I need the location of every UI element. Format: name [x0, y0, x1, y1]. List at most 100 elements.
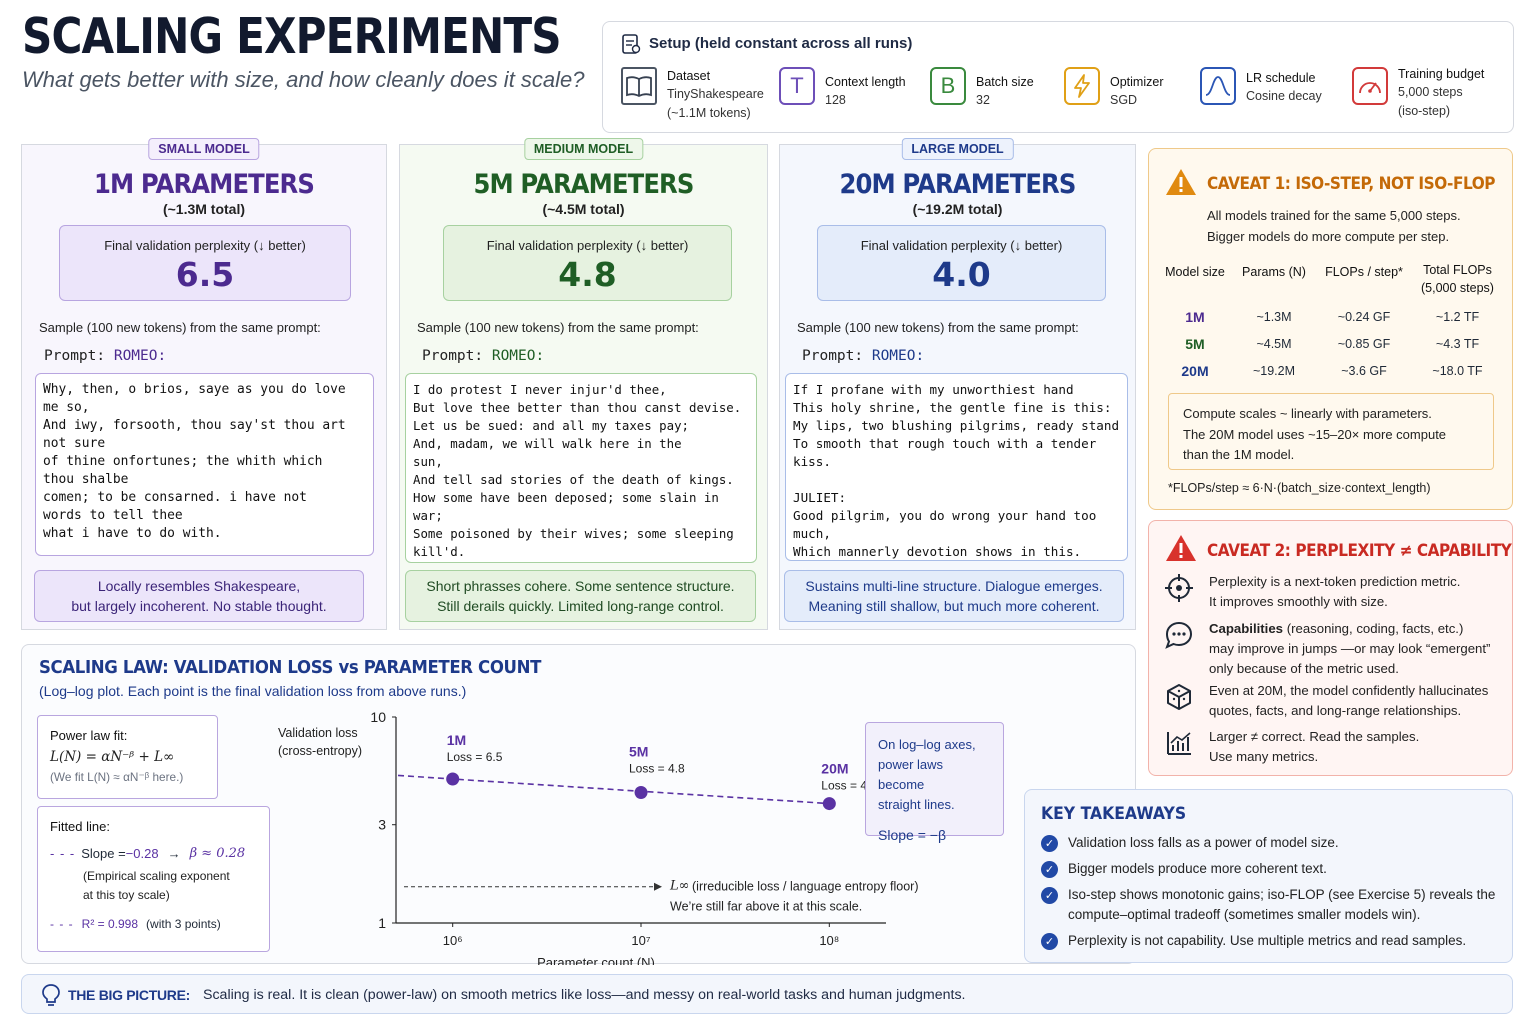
x-axis-label: Parameter count (N)	[537, 955, 655, 965]
prompt-value: ROMEO:	[871, 348, 925, 364]
table-row: 1M ~1.3M ~0.24 GF ~1.2 TF	[1159, 303, 1504, 330]
caveat-2-text: Even at 20M, the model confidently hallu…	[1209, 683, 1489, 698]
prompt-label: Prompt:	[44, 348, 106, 364]
loglog-slope: Slope = −β	[878, 827, 946, 843]
perplexity-value: 4.0	[932, 255, 991, 294]
lightbulb-icon	[42, 984, 60, 1006]
sample-label: Sample (100 new tokens) from the same pr…	[417, 320, 699, 335]
entropy-floor-symbol: L∞	[669, 879, 689, 894]
setup-value: 5,000 steps	[1398, 85, 1463, 99]
model-total: (~1.3M total)	[162, 201, 246, 217]
dash-legend-icon: - - -	[50, 917, 74, 931]
scaling-law-chart: Validation loss (cross-entropy) 10 3 1 10⁶ 10⁷…	[278, 709, 919, 965]
setup-item-context: T Context length 128	[779, 67, 906, 110]
setup-title: Setup (held constant across all runs)	[649, 35, 913, 52]
caveat-2-text-rest: (reasoning, coding, facts, etc.)	[1283, 621, 1464, 636]
prompt-line: Prompt: ROMEO:	[422, 348, 544, 364]
gauge-icon	[1352, 67, 1388, 105]
setup-value: TinyShakespeare	[667, 87, 764, 101]
big-picture-label: THE BIG PICTURE:	[68, 987, 190, 1003]
data-point-caption: Loss = 4.8	[629, 762, 685, 776]
data-point	[446, 772, 460, 786]
sample-text: I do protest I never injur'd thee, But l…	[405, 373, 757, 563]
compute-note-line: Compute scales ~ linearly with parameter…	[1183, 406, 1432, 421]
model-total: (~19.2M total)	[912, 201, 1003, 217]
data-point-label: 5M	[629, 744, 648, 760]
setup-item-batch: B Batch size 32	[930, 67, 1034, 110]
table-cell: ~0.24 GF	[1337, 309, 1391, 324]
model-name: 20M PARAMETERS	[839, 169, 1077, 200]
table-cell: ~18.0 TF	[1432, 363, 1483, 378]
model-tag: LARGE MODEL	[901, 138, 1014, 160]
table-cell: 5M	[1185, 335, 1205, 352]
perplexity-box: Final validation perplexity (↓ better) 4…	[817, 225, 1106, 301]
sample-label: Sample (100 new tokens) from the same pr…	[797, 320, 1079, 335]
y-axis-label: Validation loss	[278, 726, 358, 740]
model-tag: SMALL MODEL	[148, 138, 260, 160]
table-header-cell: Total FLOPs (5,000 steps)	[1411, 261, 1504, 297]
takeaway-item: ✓ Validation loss falls as a power of mod…	[1041, 833, 1339, 853]
check-icon: ✓	[1041, 861, 1058, 878]
sample-label: Sample (100 new tokens) from the same pr…	[39, 320, 321, 335]
prompt-label: Prompt:	[422, 348, 484, 364]
model-tag: MEDIUM MODEL	[523, 138, 644, 160]
model-note-line: Sustains multi-line structure. Dialogue …	[805, 578, 1103, 594]
sample-text: Why, then, o brios, saye as you do love …	[35, 373, 374, 556]
lightning-icon	[1064, 67, 1100, 105]
fit-note: (We fit L(N) ≈ αN⁻ᵝ here.)	[50, 770, 184, 784]
scaling-law-panel: SCALING LAW: VALIDATION LOSS vs PARAMETE…	[21, 644, 1136, 965]
loglog-note-box: On log–log axes, power laws become strai…	[865, 722, 1004, 843]
check-icon: ✓	[1041, 887, 1058, 904]
caveat-2-item: Capabilities (reasoning, coding, facts, …	[1163, 619, 1490, 679]
caveat-2-text: only because of the metric used.	[1209, 661, 1399, 676]
compute-note-line: The 20M model uses ~15–20× more compute	[1183, 426, 1447, 442]
table-header: Model size Params (N) FLOPs / step* Tota…	[1159, 261, 1504, 301]
beta-value: β ≈ 0.28	[189, 846, 246, 861]
caveat-1-title: CAVEAT 1: ISO-STEP, NOT ISO-FLOP	[1207, 174, 1496, 194]
curve-icon	[1200, 67, 1236, 105]
data-point-caption: Loss = 6.5	[447, 750, 503, 764]
takeaway-item: ✓ Perplexity is not capability. Use multi…	[1041, 931, 1466, 951]
model-note: Locally resembles Shakespeare, but large…	[34, 570, 364, 622]
clipboard-icon	[622, 34, 641, 54]
empirical-line: (Empirical scaling exponent	[83, 869, 230, 883]
data-point	[822, 797, 836, 811]
model-column-medium: MEDIUM MODEL 5M PARAMETERS (~4.5M total)…	[399, 138, 768, 630]
key-takeaways-panel: KEY TAKEAWAYS ✓ Validation loss falls as …	[1024, 789, 1513, 963]
crosshair-icon	[1163, 572, 1195, 604]
caveat-2-text: Use many metrics.	[1209, 749, 1319, 764]
table-cell: ~4.5M	[1256, 336, 1292, 351]
table-cell: ~4.3 TF	[1435, 336, 1480, 351]
takeaway-text: Iso-step shows monotonic gains; iso-FLOP…	[1068, 887, 1496, 902]
x-tick-label: 10⁷	[631, 933, 650, 948]
big-picture-bar: THE BIG PICTURE: Scaling is real. It is …	[21, 974, 1513, 1014]
fitted-line-title: Fitted line:	[50, 819, 110, 834]
table-cell: 1M	[1185, 308, 1205, 325]
model-total: (~4.5M total)	[542, 201, 625, 217]
takeaway-text: compute–optimal tradeoff (sometimes smal…	[1068, 907, 1421, 922]
caveat-2-title: CAVEAT 2: PERPLEXITY ≠ CAPABILITY	[1207, 541, 1512, 561]
takeaway-text: Perplexity is not capability. Use multip…	[1068, 933, 1467, 948]
table-cell: ~0.85 GF	[1337, 336, 1391, 351]
model-note-line: Locally resembles Shakespeare,	[97, 578, 301, 594]
table-header-cell: Model size	[1165, 265, 1225, 279]
prompt-value: ROMEO:	[491, 348, 545, 364]
model-note: Sustains multi-line structure. Dialogue …	[784, 570, 1124, 622]
page-subtitle: What gets better with size, and how clea…	[22, 67, 585, 92]
perplexity-label: Final validation perplexity (↓ better)	[104, 238, 306, 253]
perplexity-label: Final validation perplexity (↓ better)	[860, 238, 1063, 253]
data-point-label: 1M	[447, 732, 466, 748]
caveat-2-text: Larger ≠ correct. Read the samples.	[1209, 729, 1420, 744]
scaling-law-title: SCALING LAW: VALIDATION LOSS vs PARAMETE…	[39, 657, 542, 678]
setup-value: 32	[976, 93, 990, 107]
prompt-value: ROMEO:	[113, 348, 167, 364]
loglog-note-line: On log–log axes,	[878, 737, 976, 752]
dash-legend-icon: - - -	[50, 846, 76, 861]
data-point	[634, 786, 648, 800]
caveat-2-text: quotes, facts, and long-range relationsh…	[1209, 703, 1462, 718]
setup-label: Optimizer	[1110, 75, 1164, 89]
fitted-line	[397, 774, 830, 805]
takeaway-item: ✓ Bigger models produce more coherent tex…	[1041, 859, 1327, 879]
empirical-note: (Empirical scaling exponent at this toy …	[83, 867, 257, 905]
takeaway-text: Bigger models produce more coherent text…	[1068, 861, 1327, 876]
